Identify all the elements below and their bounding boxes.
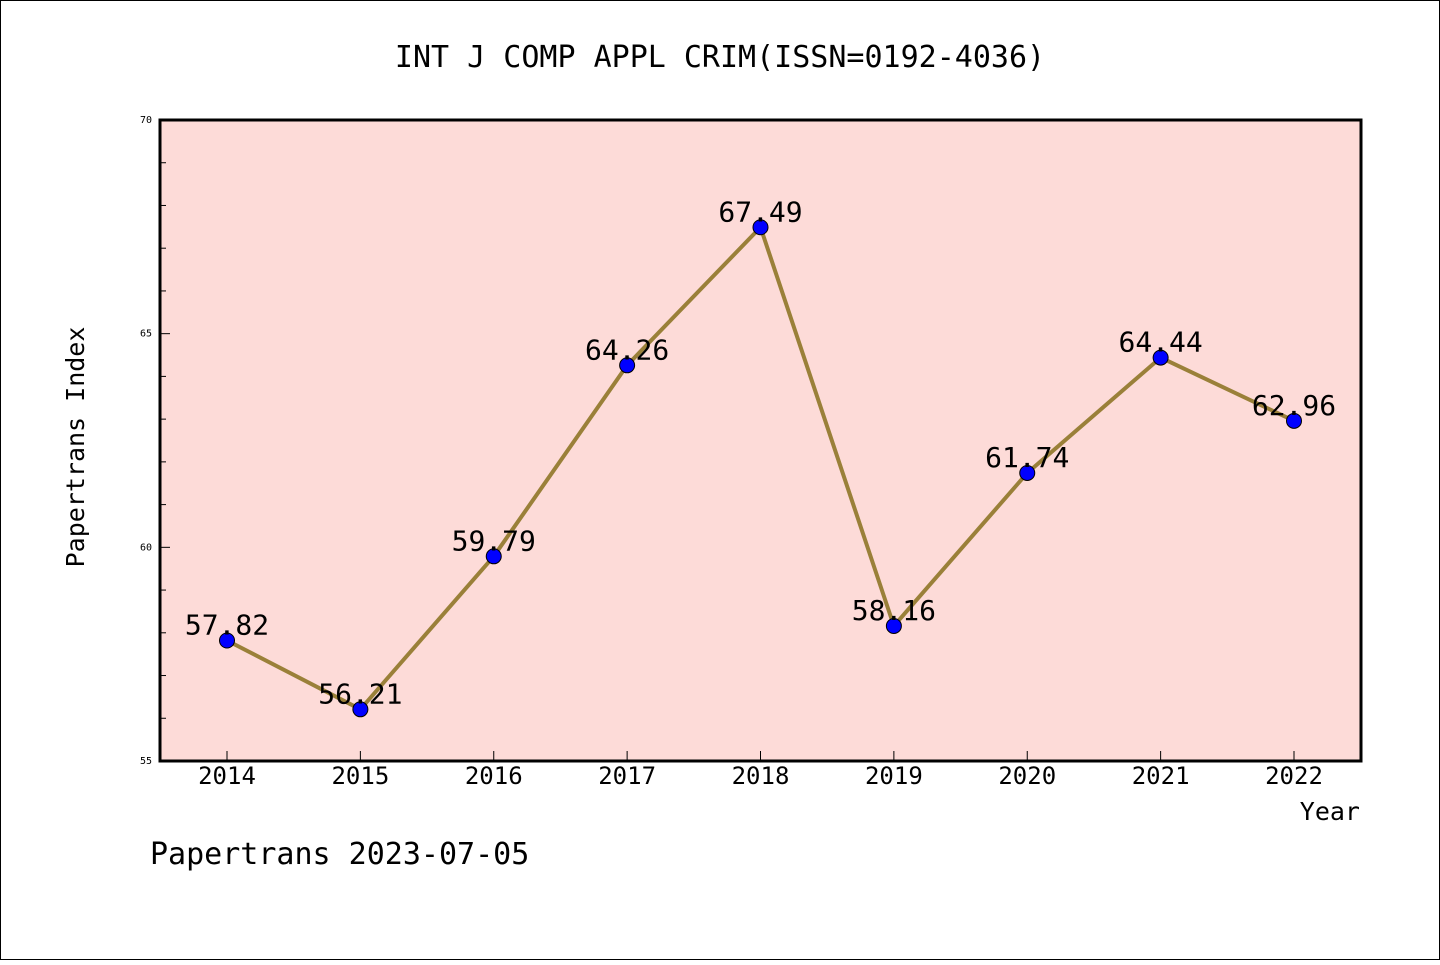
data-label: 59.79 [452, 524, 536, 557]
x-tick-label: 2016 [465, 762, 523, 790]
data-point [1152, 349, 1169, 366]
x-tick-label: 2017 [598, 762, 656, 790]
y-tick-label: 60 [140, 542, 152, 553]
data-label: 56.21 [318, 677, 402, 710]
data-label: 67.49 [718, 195, 802, 228]
x-tick-label: 2015 [331, 762, 389, 790]
data-point [219, 632, 235, 649]
data-label: 61.74 [985, 441, 1069, 474]
data-point [752, 219, 769, 236]
data-label: 62.96 [1252, 389, 1336, 422]
data-point [1019, 464, 1036, 481]
x-axis-label: Year [1300, 797, 1360, 826]
data-point [485, 548, 502, 565]
x-tick-label: 2021 [1132, 762, 1190, 790]
x-tick-label: 2014 [198, 762, 256, 790]
x-tick-label: 2022 [1265, 762, 1323, 790]
x-axis-ticks: 2014 2015 2016 2017 2018 2019 2020 2021 2022 [198, 751, 1323, 790]
footer-text: Papertrans 2023-07-05 [150, 837, 529, 872]
data-label: 64.44 [1118, 326, 1202, 359]
data-label: 58.16 [852, 594, 936, 627]
y-tick-label: 55 [140, 756, 152, 767]
data-point [352, 701, 369, 718]
x-tick-label: 2020 [998, 762, 1056, 790]
data-point [885, 617, 902, 634]
x-tick-label: 2019 [865, 762, 923, 790]
data-label: 64.26 [585, 333, 669, 366]
x-tick-label: 2018 [732, 762, 790, 790]
chart-title: INT J COMP APPL CRIM(ISSN=0192-4036) [395, 40, 1045, 75]
series-layer: 57.82 56.21 59.79 64.26 67.49 58.16 61.74 64.44… [185, 195, 1336, 718]
y-tick-label: 70 [140, 115, 152, 126]
y-axis-label: Papertrans Index [61, 327, 90, 568]
y-tick-label: 65 [140, 329, 152, 340]
data-point [1286, 412, 1302, 429]
data-label: 57.82 [185, 608, 269, 641]
data-point [619, 357, 636, 374]
y-axis-ticks: 55 60 65 70 [140, 115, 170, 767]
